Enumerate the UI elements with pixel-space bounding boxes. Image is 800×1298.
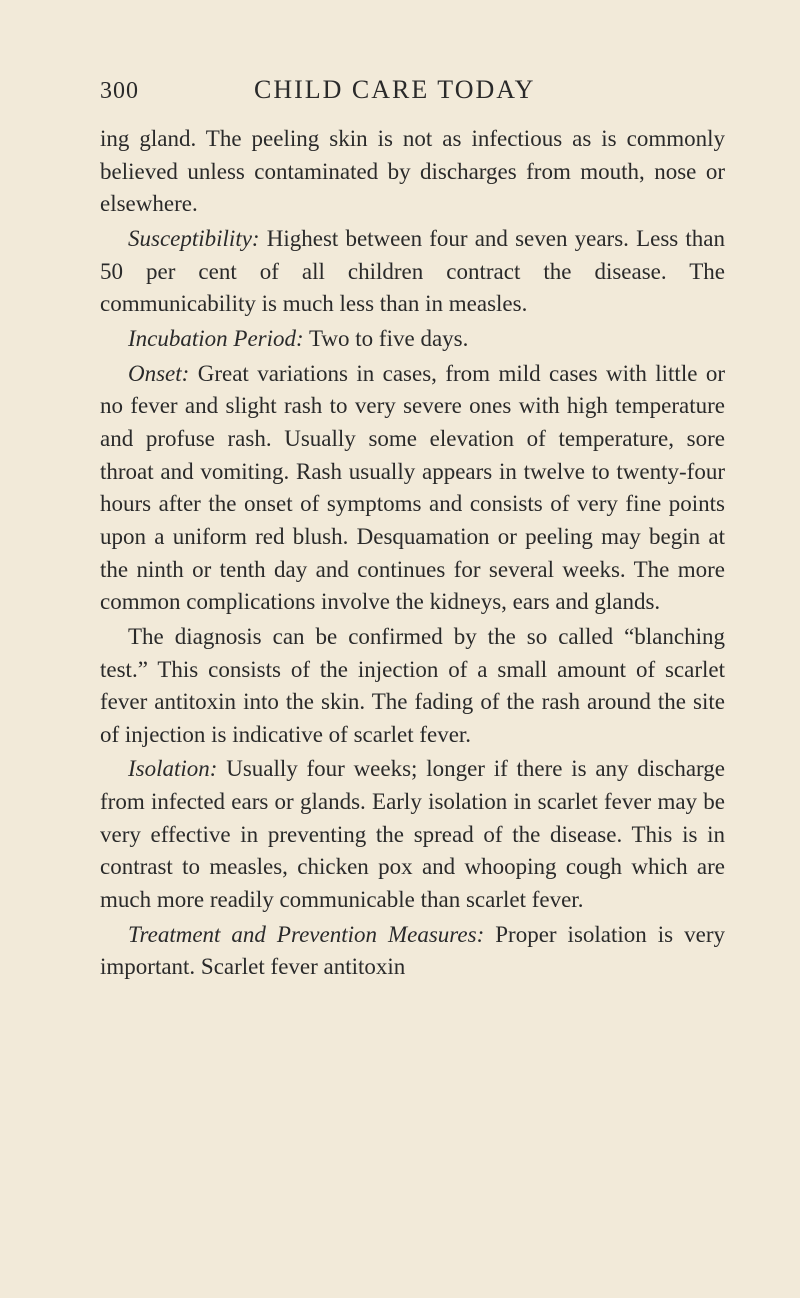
onset-label: Onset: <box>128 361 189 386</box>
paragraph-1: ing gland. The peeling skin is not as in… <box>100 123 725 221</box>
page-title: CHILD CARE TODAY <box>254 75 535 105</box>
paragraph-2: Susceptibility: Highest between four and… <box>100 223 725 321</box>
treatment-label: Treatment and Prevention Measures: <box>128 922 484 947</box>
body-text: ing gland. The peeling skin is not as in… <box>100 123 725 984</box>
onset-text: Great variations in cases, from mild cas… <box>100 361 725 615</box>
paragraph-5: The diagnosis can be confirmed by the so… <box>100 621 725 752</box>
incubation-label: Incubation Period: <box>128 326 304 351</box>
paragraph-3: Incubation Period: Two to five days. <box>100 323 725 356</box>
isolation-label: Isolation: <box>128 756 217 781</box>
paragraph-7: Treatment and Prevention Measures: Prope… <box>100 919 725 984</box>
incubation-text: Two to five days. <box>304 326 469 351</box>
paragraph-6: Isolation: Usually four weeks; longer if… <box>100 753 725 916</box>
page-number: 300 <box>100 78 139 105</box>
susceptibility-label: Susceptibility: <box>128 226 260 251</box>
paragraph-4: Onset: Great variations in cases, from m… <box>100 358 725 619</box>
page-header: 300 CHILD CARE TODAY <box>100 75 725 105</box>
